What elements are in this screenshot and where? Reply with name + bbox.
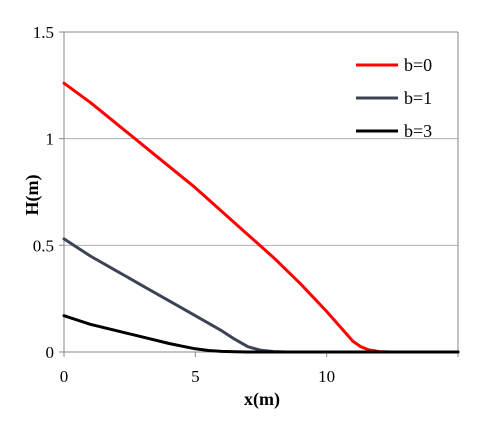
series-line-b-0	[62, 81, 460, 354]
y-tick-label: 1	[46, 130, 55, 149]
y-tick-label: 0.5	[33, 236, 54, 255]
legend-label: b=1	[404, 88, 432, 108]
series-lines	[62, 81, 460, 354]
axes	[59, 31, 459, 357]
tick-labels: 0 5 10 0 0.5 1 1.5	[33, 23, 335, 386]
legend-label: b=0	[404, 55, 432, 75]
x-tick-label: 10	[318, 367, 335, 386]
grid-lines	[64, 31, 458, 246]
series-line-b-1	[62, 237, 460, 354]
legend: b=0 b=1 b=3	[356, 55, 432, 141]
legend-label: b=3	[404, 121, 432, 141]
x-axis-title: x(m)	[244, 389, 280, 410]
y-tick-label: 0	[46, 343, 55, 362]
y-axis-title: H(m)	[22, 175, 43, 216]
y-tick-label: 1.5	[33, 23, 54, 42]
series-line-b-3	[62, 314, 460, 354]
x-tick-label: 5	[191, 367, 200, 386]
x-tick-label: 0	[60, 367, 69, 386]
